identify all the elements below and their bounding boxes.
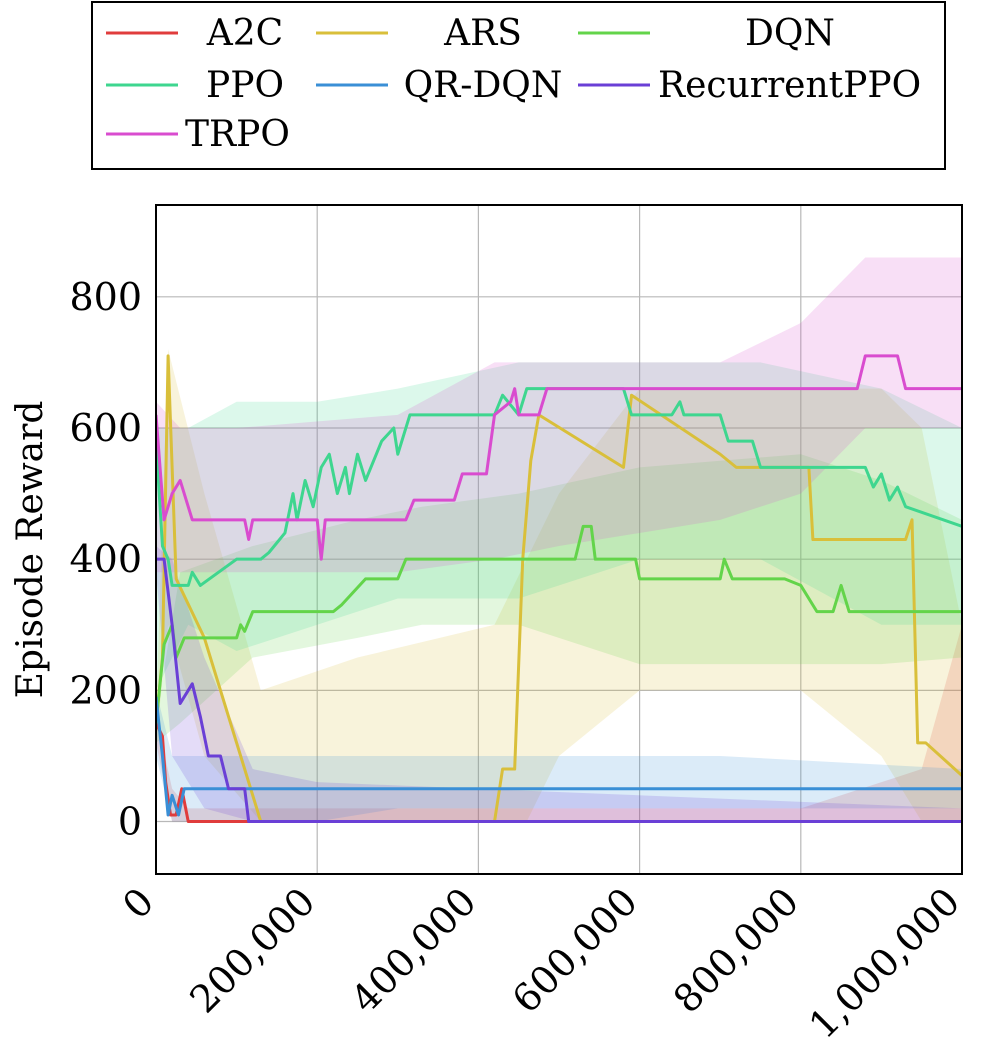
x-tick-label: 600,000: [504, 879, 646, 1021]
legend-label-ppo: PPO: [206, 65, 284, 106]
legend-label-ars: ARS: [443, 13, 522, 54]
x-tick-label: 200,000: [181, 879, 323, 1021]
y-tick-label: 400: [69, 537, 142, 581]
y-tick-label: 600: [69, 406, 142, 450]
series-line-ars: [156, 354, 962, 824]
legend-label-qr-dqn: QR-DQN: [404, 65, 563, 106]
series-line-dqn: [156, 524, 962, 724]
legend-label-trpo: TRPO: [185, 114, 290, 155]
y-tick-labels: 0 200 400 600 800: [69, 275, 142, 844]
y-tick-label: 800: [69, 275, 142, 319]
series-line-ppo: [156, 387, 962, 587]
band-recurrentppo: [156, 546, 962, 822]
legend-box: [91, 1, 946, 170]
plot-area: [155, 204, 963, 875]
band-dqn: [156, 454, 962, 743]
band-ppo: [156, 362, 962, 691]
band-a2c: [156, 624, 962, 822]
legend-label-a2c: A2C: [206, 13, 283, 54]
legend: A2C ARS DQN PPO QR-DQN RecurrentPPO TRPO: [91, 1, 946, 170]
y-axis-title: Episode Reward: [10, 401, 51, 699]
y-tick-label: 0: [118, 800, 142, 844]
x-tick-label: 0: [114, 879, 162, 927]
y-tick-label: 200: [69, 668, 142, 712]
plot-frame: [155, 204, 963, 875]
x-tick-label: 800,000: [665, 879, 807, 1021]
series-line-qr-dqn: [156, 696, 962, 817]
series-line-trpo: [156, 354, 962, 561]
legend-label-recurrentppo: RecurrentPPO: [658, 65, 921, 106]
x-tick-label: 400,000: [343, 879, 485, 1021]
legend-label-dqn: DQN: [745, 13, 835, 54]
series-line-recurrentppo: [156, 557, 962, 824]
series-line-a2c: [156, 722, 962, 824]
band-trpo: [156, 257, 962, 573]
x-tick-label: 1,000,000: [800, 879, 968, 1047]
series-lines: [156, 354, 962, 824]
